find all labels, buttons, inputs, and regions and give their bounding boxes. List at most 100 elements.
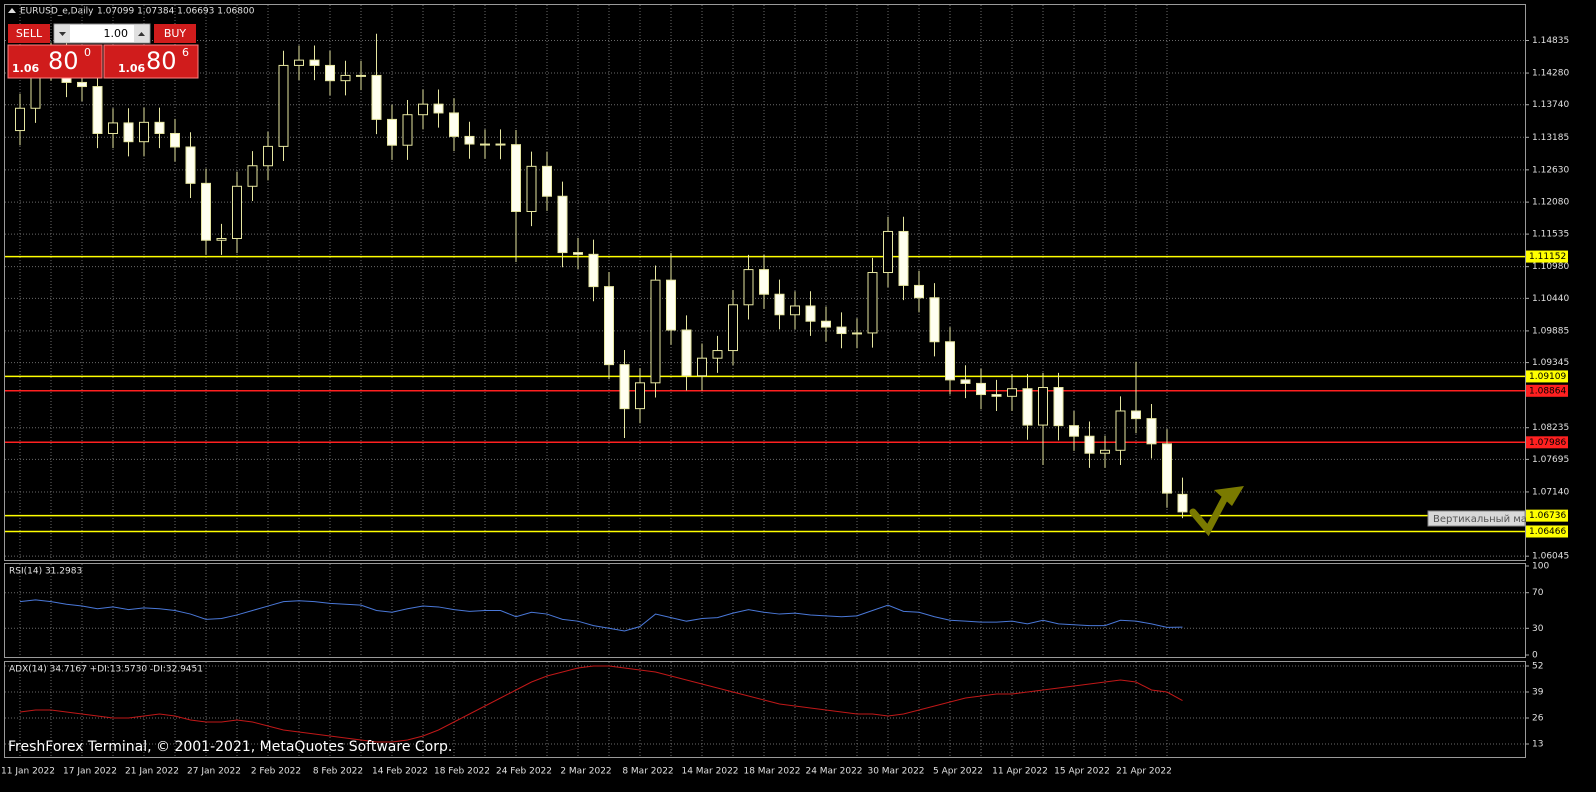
candle-body — [852, 332, 862, 335]
buy-big-figure: 1.06 — [118, 62, 145, 75]
candle-body — [542, 165, 552, 197]
candle-body — [92, 86, 103, 134]
candle-body — [588, 253, 599, 288]
x-tick-label: 14 Mar 2022 — [681, 767, 738, 777]
y-tick-label: 30 — [1532, 624, 1544, 634]
lot-field[interactable] — [53, 23, 151, 44]
candle-body — [1084, 435, 1095, 454]
candle-body — [418, 103, 428, 116]
rsi-line — [19, 599, 1183, 632]
footer: FreshForex Terminal, © 2001-2021, MetaQu… — [8, 739, 452, 755]
buy-fraction: 6 — [182, 46, 189, 59]
sell-price-box[interactable] — [7, 44, 103, 79]
x-tick-label: 14 Feb 2022 — [372, 767, 428, 777]
x-tick-label: 24 Mar 2022 — [805, 767, 862, 777]
candle-body — [790, 305, 800, 316]
y-tick-label: 1.12080 — [1532, 198, 1569, 208]
candle-body — [619, 364, 630, 410]
buy-pips: 80 — [146, 47, 177, 75]
y-tick-label: 13 — [1532, 740, 1543, 750]
candle-body — [929, 297, 940, 343]
buy-price-box[interactable] — [103, 44, 199, 79]
buy-button[interactable] — [154, 24, 196, 43]
x-tick-label: 5 Apr 2022 — [933, 767, 983, 777]
marks: 11 Jan 2022 17 Jan 2022 21 Jan 2022 27 Jan … — [1, 5, 1569, 777]
sell-label: SELL — [16, 27, 43, 40]
rsi-panel — [4, 563, 1526, 658]
candle-body — [728, 304, 738, 352]
candle-body — [1007, 388, 1017, 397]
candle-body — [449, 112, 459, 137]
candle-body — [960, 379, 971, 384]
candle-body — [309, 59, 320, 66]
y-tick-label: 1.09885 — [1532, 326, 1569, 336]
candle-body — [759, 269, 769, 295]
candle-body — [1146, 418, 1157, 445]
x-tick-label: 30 Mar 2022 — [867, 767, 924, 777]
candle-body — [898, 230, 909, 286]
candle-body — [216, 237, 227, 241]
y-tick-label: 1.14280 — [1532, 69, 1569, 79]
candle-body — [1053, 387, 1064, 427]
drawn-arrow — [1189, 488, 1232, 537]
candle-body — [697, 357, 707, 377]
x-tick-label: 21 Jan 2022 — [125, 767, 179, 777]
ohlc: 1.07099 1.07384 1.06693 1.06800 — [97, 7, 255, 17]
y-tick-label: 1.09345 — [1532, 358, 1569, 368]
candle-body — [480, 143, 490, 146]
sell-fraction: 0 — [84, 46, 91, 59]
y-tick-label: 1.14835 — [1532, 36, 1569, 46]
level-label: 1.08864 — [1529, 386, 1566, 396]
y-tick-label: 1.08235 — [1532, 423, 1569, 433]
candle-body — [883, 230, 893, 274]
level-label-box — [1526, 509, 1568, 522]
y-tick-label: 52 — [1532, 662, 1543, 672]
x-tick-label: 8 Feb 2022 — [313, 767, 363, 777]
candle-body — [1177, 493, 1188, 513]
level-label: 1.07986 — [1529, 438, 1566, 448]
candle-body — [1115, 410, 1126, 451]
candle-body — [232, 185, 242, 239]
candle-body — [1162, 443, 1172, 494]
candle-body — [991, 394, 1002, 397]
x-tick-label: 18 Mar 2022 — [743, 767, 800, 777]
level-label: 1.06736 — [1529, 511, 1566, 521]
level-label-box — [1526, 436, 1568, 449]
sell-button[interactable] — [8, 24, 50, 43]
candle-body — [340, 74, 351, 82]
candle-body — [635, 382, 645, 410]
y-tick-label: 1.13185 — [1532, 133, 1569, 143]
y-tick-label: 100 — [1532, 562, 1549, 572]
candle-body — [666, 279, 676, 331]
rsi-title: RSI(14) 31.2983 — [9, 567, 82, 577]
candle-body — [294, 59, 304, 66]
candle-body — [805, 305, 816, 322]
y-tick-label: 39 — [1532, 688, 1544, 698]
candle-body — [526, 165, 537, 213]
candle-body — [402, 114, 413, 146]
y-tick-label: 26 — [1532, 714, 1544, 724]
level-label-box — [1526, 250, 1568, 263]
lot-value: 1.00 — [104, 27, 129, 40]
candle-body — [433, 103, 444, 114]
main-panel — [4, 4, 1526, 561]
y-tick-label: 1.11535 — [1532, 230, 1569, 240]
x-tick-label: 8 Mar 2022 — [622, 767, 673, 777]
candle-body — [1022, 388, 1033, 426]
candle-body — [774, 293, 785, 316]
candle-body — [1131, 410, 1141, 420]
y-tick-label: 0 — [1532, 651, 1538, 661]
level-label-box — [1526, 525, 1568, 538]
x-tick-label: 27 Jan 2022 — [187, 767, 241, 777]
collapse-icon[interactable] — [8, 8, 16, 13]
candle-body — [712, 350, 723, 359]
candle-body — [650, 279, 661, 384]
adx-line — [19, 665, 1183, 743]
trade-panel: SELL 1.00 BUY 1.06 80 0 1.06 80 6 — [7, 23, 199, 79]
y-tick-label: 1.06045 — [1532, 552, 1569, 562]
candle-body — [464, 135, 475, 145]
candle-body — [914, 284, 924, 299]
candle-body — [743, 269, 754, 306]
